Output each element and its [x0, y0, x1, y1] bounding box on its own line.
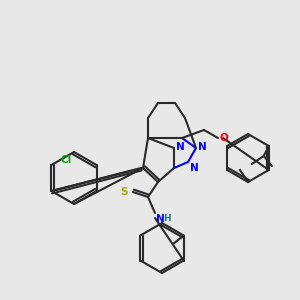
Text: S: S	[121, 187, 128, 197]
Text: O: O	[219, 133, 228, 143]
Text: Cl: Cl	[61, 155, 72, 165]
Text: N: N	[190, 163, 199, 173]
Text: N: N	[198, 142, 207, 152]
Text: H: H	[163, 214, 171, 223]
Text: N: N	[176, 142, 185, 152]
Text: N: N	[156, 214, 165, 224]
